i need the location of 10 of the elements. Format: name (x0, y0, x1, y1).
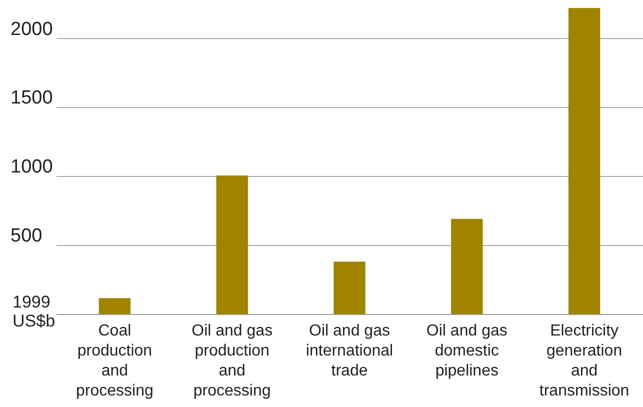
x-tick-label: Coal production and processing (76, 322, 154, 400)
y-tick-label: 1000 (10, 156, 53, 178)
x-tick-label: Oil and gas international trade (306, 322, 394, 380)
x-tick-label: Electricity generation and transmission (539, 322, 630, 400)
y-tick-label: 500 (10, 226, 42, 247)
x-tick-label: Oil and gas production and processing (192, 322, 273, 400)
y-axis-title: 1999 US$b (12, 292, 56, 330)
y-tick-label: 1500 (10, 88, 53, 109)
y-tick-label: 2000 (10, 18, 53, 40)
x-tick-label: Oil and gas domestic pipelines (426, 322, 508, 380)
